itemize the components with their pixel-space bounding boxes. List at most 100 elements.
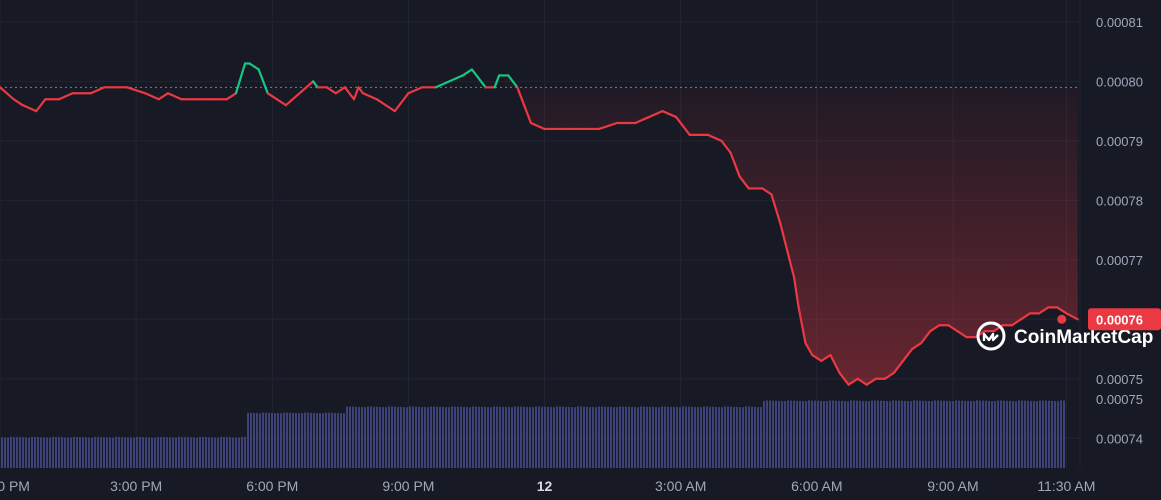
price-line-segment xyxy=(883,371,896,380)
volume-bar xyxy=(517,406,519,468)
x-axis: 12:00 PM 3:00 PM 6:00 PM 9:00 PM 12 3:00 AM 6:… xyxy=(0,478,1095,494)
volume-bar xyxy=(652,406,654,468)
price-line-segment xyxy=(516,86,533,125)
volume-bar xyxy=(70,437,72,468)
volume-bar xyxy=(811,400,813,468)
volume-bar xyxy=(133,437,135,468)
volume-bar xyxy=(637,407,639,468)
price-line-segment xyxy=(811,353,823,363)
volume-bar xyxy=(328,412,330,468)
volume-bar xyxy=(1045,400,1047,468)
volume-bar xyxy=(1000,400,1002,468)
volume-bar xyxy=(1024,400,1026,468)
volume-bar xyxy=(1015,401,1017,468)
volume-bar xyxy=(865,400,867,468)
volume-bar xyxy=(559,406,561,468)
price-line-segment xyxy=(947,324,959,333)
price-line xyxy=(0,62,1079,386)
volume-bar xyxy=(331,412,333,468)
price-line-segment xyxy=(12,98,24,107)
y-tick-label: 0.00074 xyxy=(1096,431,1143,446)
volume-bar xyxy=(940,400,942,468)
volume-bar xyxy=(892,400,894,468)
volume-bar xyxy=(721,407,723,468)
volume-bar xyxy=(955,400,957,468)
volume-bar xyxy=(1036,401,1038,468)
volume-bar xyxy=(481,406,483,468)
volume-bar xyxy=(832,400,834,468)
volume-bar xyxy=(211,437,213,468)
volume-bar xyxy=(853,400,855,468)
volume-bar xyxy=(658,407,660,468)
volume-bar xyxy=(511,407,513,468)
volume-bar xyxy=(76,436,78,468)
volume-bar xyxy=(124,437,126,468)
volume-bar xyxy=(790,400,792,468)
volume-bar xyxy=(154,437,156,468)
volume-bar xyxy=(436,406,438,468)
volume-bar xyxy=(220,436,222,468)
volume-bar xyxy=(4,437,6,468)
volume-bar xyxy=(622,406,624,468)
x-tick-label: 11:30 AM xyxy=(1037,478,1095,494)
volume-bar xyxy=(598,406,600,468)
volume-bar xyxy=(100,437,102,468)
volume-bar xyxy=(295,413,297,468)
price-line-segment xyxy=(343,86,356,101)
volume-bar xyxy=(427,407,429,468)
volume-bar xyxy=(412,406,414,468)
watermark-text: CoinMarketCap xyxy=(1014,327,1153,348)
volume-axis-label: 0.00075 xyxy=(1096,392,1143,407)
x-tick-label: 3:00 PM xyxy=(110,478,162,494)
volume-bar xyxy=(172,437,174,468)
volume-bar xyxy=(466,407,468,468)
volume-bar xyxy=(985,400,987,468)
volume-bar xyxy=(430,406,432,468)
price-line-segment xyxy=(865,377,877,386)
price-line-segment xyxy=(783,240,796,279)
volume-bar xyxy=(418,406,420,468)
volume-bar xyxy=(25,437,27,468)
price-line-segment xyxy=(838,371,850,386)
volume-bar xyxy=(817,400,819,468)
volume-bar xyxy=(886,400,888,468)
price-line-segment xyxy=(706,133,723,142)
volume-bar xyxy=(31,436,33,468)
volume-bar xyxy=(808,400,810,468)
volume-bar xyxy=(208,437,210,468)
price-line-segment xyxy=(448,74,464,83)
volume-bar xyxy=(97,436,99,468)
volume-bar xyxy=(991,400,993,468)
volume-bar xyxy=(325,412,327,468)
price-line-segment xyxy=(144,92,160,101)
volume-bar xyxy=(283,412,285,468)
volume-bar xyxy=(667,406,669,468)
price-line-segment xyxy=(407,86,424,95)
volume-bar xyxy=(901,400,903,468)
volume-bar xyxy=(958,400,960,468)
volume-bar xyxy=(301,413,303,468)
volume-bar xyxy=(547,406,549,468)
volume-bar xyxy=(514,406,516,468)
price-line-segment xyxy=(804,341,814,357)
price-line-segment xyxy=(729,151,741,178)
volume-bar xyxy=(400,406,402,468)
x-tick-label: 12 xyxy=(537,478,553,494)
volume-bar xyxy=(715,406,717,468)
volume-bar xyxy=(1033,400,1035,468)
volume-bar xyxy=(847,401,849,468)
price-line-segment xyxy=(125,86,147,95)
volume-bar xyxy=(361,407,363,468)
volume-bar xyxy=(889,401,891,468)
price-line-segment xyxy=(225,92,238,101)
volume-bar xyxy=(970,400,972,468)
volume-bar xyxy=(1021,400,1023,468)
volume-bar xyxy=(730,406,732,468)
volume-bar xyxy=(1051,400,1053,468)
volume-bar xyxy=(238,437,240,468)
price-line-segment xyxy=(57,92,74,101)
volume-bar xyxy=(877,400,879,468)
volume-bar xyxy=(616,407,618,468)
price-line-segment xyxy=(1056,306,1068,315)
price-line-segment xyxy=(275,98,287,107)
